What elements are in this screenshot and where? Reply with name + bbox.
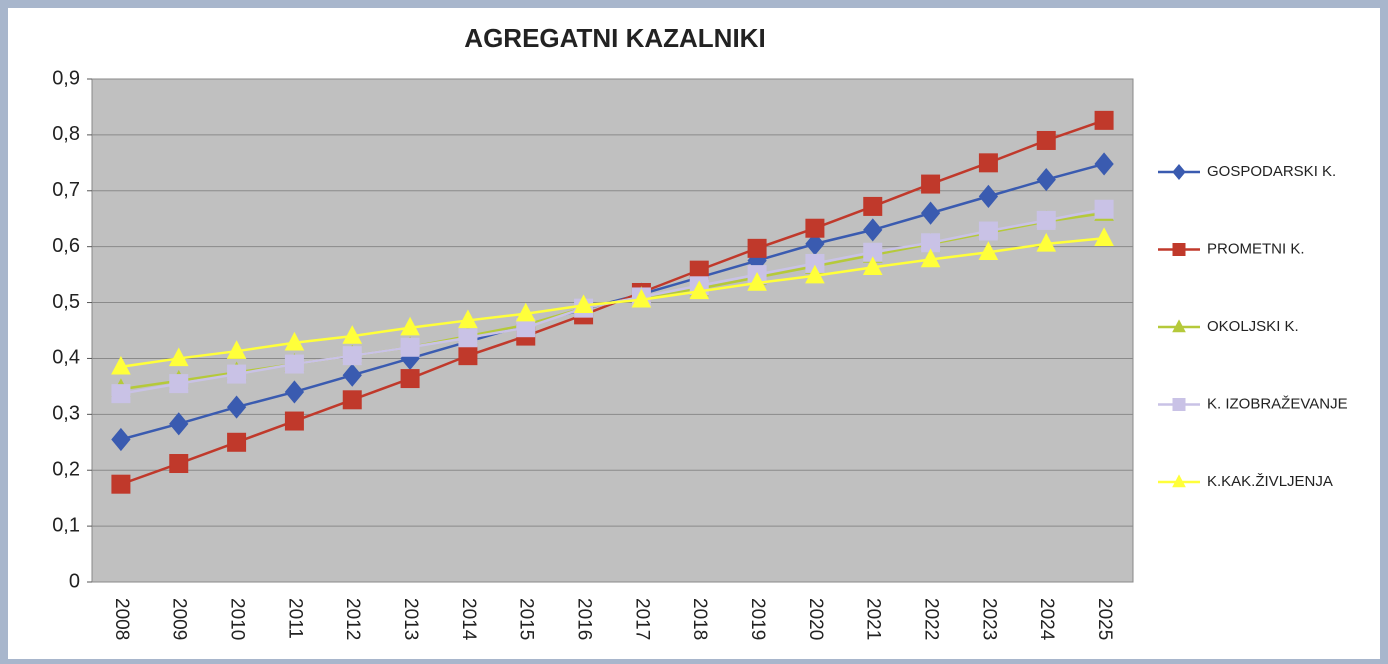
legend-label: PROMETNI K.: [1207, 240, 1305, 257]
y-tick-label: 0,8: [52, 123, 80, 145]
x-tick-label: 2012: [342, 598, 363, 640]
x-tick-label: 2015: [516, 598, 537, 640]
legend-label: OKOLJSKI K.: [1207, 318, 1299, 335]
marker: [1172, 164, 1186, 180]
marker: [284, 331, 305, 351]
marker: [1036, 168, 1056, 192]
x-tick-label: 2008: [111, 598, 132, 640]
marker: [1172, 243, 1186, 256]
marker: [978, 241, 999, 260]
y-tick-label: 0,7: [52, 179, 80, 201]
x-tick-label: 2009: [169, 598, 190, 640]
y-tick-label: 0,4: [52, 347, 80, 369]
marker: [978, 184, 999, 208]
marker: [978, 153, 998, 173]
legend-label: K. IZOBRAŽEVANJE: [1207, 395, 1348, 412]
x-tick-label: 2022: [921, 598, 942, 640]
marker: [747, 272, 767, 291]
marker: [284, 354, 304, 374]
x-tick-label: 2021: [863, 598, 884, 640]
marker: [284, 411, 304, 431]
marker: [400, 316, 420, 336]
marker: [1094, 199, 1114, 219]
marker: [169, 412, 189, 436]
chart-title: AGREGATNI KAZALNIKI: [464, 23, 765, 53]
marker: [458, 309, 478, 329]
x-tick-label: 2020: [805, 598, 826, 640]
marker: [342, 346, 362, 366]
series-line: [120, 237, 1105, 369]
marker: [168, 347, 189, 367]
y-tick-label: 0,9: [52, 67, 80, 89]
marker: [862, 256, 883, 276]
marker: [1094, 110, 1114, 130]
marker: [631, 288, 652, 308]
x-tick-label: 2023: [978, 598, 999, 640]
legend-label: GOSPODARSKI K.: [1207, 163, 1336, 180]
x-tick-label: 2010: [227, 598, 248, 640]
y-tick-label: 0,1: [52, 514, 80, 536]
marker: [111, 427, 131, 452]
legend-label: K.KAK.ŽIVLJENJA: [1207, 473, 1333, 490]
marker: [573, 294, 594, 314]
y-tick-label: 0,5: [52, 291, 80, 313]
marker: [805, 218, 825, 238]
marker: [111, 384, 131, 404]
marker: [747, 238, 767, 258]
marker: [226, 395, 247, 419]
marker: [1036, 130, 1056, 150]
marker: [342, 325, 363, 344]
marker: [169, 454, 189, 474]
x-tick-label: 2019: [747, 598, 768, 640]
plot-area: [91, 78, 1134, 583]
marker: [1094, 227, 1114, 246]
x-tick-label: 2013: [400, 598, 421, 640]
marker: [284, 380, 305, 404]
marker: [978, 221, 998, 241]
marker: [921, 174, 941, 194]
y-tick-label: 0,2: [52, 459, 80, 481]
y-tick-label: 0,3: [52, 403, 80, 425]
y-tick-label: 0,6: [52, 235, 80, 257]
x-tick-label: 2016: [574, 598, 595, 640]
marker: [226, 340, 247, 359]
marker: [1094, 152, 1114, 176]
marker: [689, 280, 710, 300]
marker: [1036, 210, 1056, 230]
marker: [227, 364, 247, 384]
marker: [169, 374, 189, 394]
x-tick-label: 2025: [1094, 598, 1115, 640]
marker: [920, 201, 941, 225]
marker: [342, 363, 362, 387]
marker: [458, 346, 478, 366]
x-tick-label: 2017: [631, 598, 652, 640]
marker: [400, 369, 420, 389]
marker: [515, 302, 536, 322]
x-tick-label: 2011: [284, 598, 305, 639]
marker: [1036, 232, 1057, 252]
marker: [863, 218, 883, 242]
marker: [342, 390, 362, 410]
marker: [1172, 474, 1186, 488]
marker: [458, 328, 478, 348]
marker: [863, 196, 883, 216]
marker: [920, 248, 941, 268]
marker: [111, 355, 131, 375]
marker: [227, 432, 247, 452]
marker: [111, 474, 131, 494]
x-tick-label: 2024: [1036, 598, 1057, 641]
y-tick-label: 0: [69, 570, 80, 592]
marker: [1172, 319, 1186, 333]
marker: [400, 337, 420, 357]
x-tick-label: 2014: [458, 598, 479, 641]
x-tick-label: 2018: [689, 598, 710, 640]
marker: [805, 264, 825, 284]
marker: [1172, 398, 1186, 411]
